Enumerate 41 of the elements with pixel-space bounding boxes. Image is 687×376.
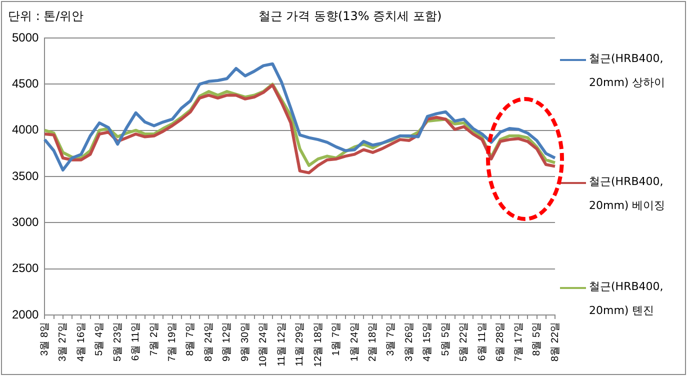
x-tick-label: 6월 11일 <box>476 322 488 361</box>
y-tick-label: 2500 <box>12 261 40 276</box>
x-tick-label: 7월 19일 <box>167 322 178 362</box>
x-tick-label: 5월 23일 <box>112 322 124 362</box>
y-tick-label: 4000 <box>12 122 40 137</box>
x-tick-label: 8월 22일 <box>550 322 561 362</box>
x-tick-label: 6월 28일 <box>495 322 506 362</box>
legend-label: 철근(HRB400, 20mm) 상하이 <box>589 51 666 91</box>
x-tick-label: 5월 4일 <box>94 322 106 356</box>
x-tick-label: 7월 17일 <box>513 322 524 362</box>
x-tick-label: 7월 2일 <box>148 322 160 356</box>
x-tick-label: 3월 8일 <box>39 322 50 356</box>
y-tick-label: 3000 <box>12 214 40 229</box>
x-tick-label: 3월 26일 <box>404 322 415 362</box>
x-tick-label: 5월 5일 <box>440 322 452 356</box>
x-tick-label: 11월 12일 <box>276 322 288 366</box>
x-tick-label: 5월 22일 <box>458 322 470 362</box>
x-tick-label: 4월 15일 <box>422 322 434 362</box>
legend-label: 철근(HRB400, 20mm) 톈진 <box>589 279 664 319</box>
x-tick-label: 8월 7일 <box>185 322 196 356</box>
x-tick-label: 1월 7일 <box>331 322 342 356</box>
y-axis-title: 단위 : 톤/위안 <box>8 8 84 25</box>
x-tick-label: 12월 18일 <box>312 322 324 368</box>
x-tick-label: 3월 27일 <box>58 322 69 362</box>
x-tick-label: 11월 29일 <box>294 322 306 366</box>
x-tick-label: 8월 24일 <box>203 322 214 362</box>
x-tick-label: 2월 18일 <box>368 322 378 362</box>
y-tick-label: 5000 <box>12 30 40 44</box>
y-tick-label: 2000 <box>12 307 40 322</box>
y-tick-label: 4500 <box>12 76 40 90</box>
x-tick-label: 10월 24일 <box>258 322 270 368</box>
x-tick-label: 3월 7일 <box>386 322 397 356</box>
x-tick-label: 4월 16일 <box>76 322 87 362</box>
chart-title: 철근 가격 동향(13% 증치세 포함) <box>257 8 443 25</box>
x-tick-label: 8월 5일 <box>532 322 543 356</box>
x-tick-label: 9월 12일 <box>222 322 233 362</box>
y-tick-label: 3500 <box>12 168 40 183</box>
x-tick-label: 6월 11일 <box>130 322 142 361</box>
legend-label: 철근(HRB400, 20mm) 베이징 <box>589 174 666 214</box>
x-tick-label: 1월 24일 <box>349 322 360 362</box>
x-tick-label: 9월 30일 <box>240 322 251 362</box>
